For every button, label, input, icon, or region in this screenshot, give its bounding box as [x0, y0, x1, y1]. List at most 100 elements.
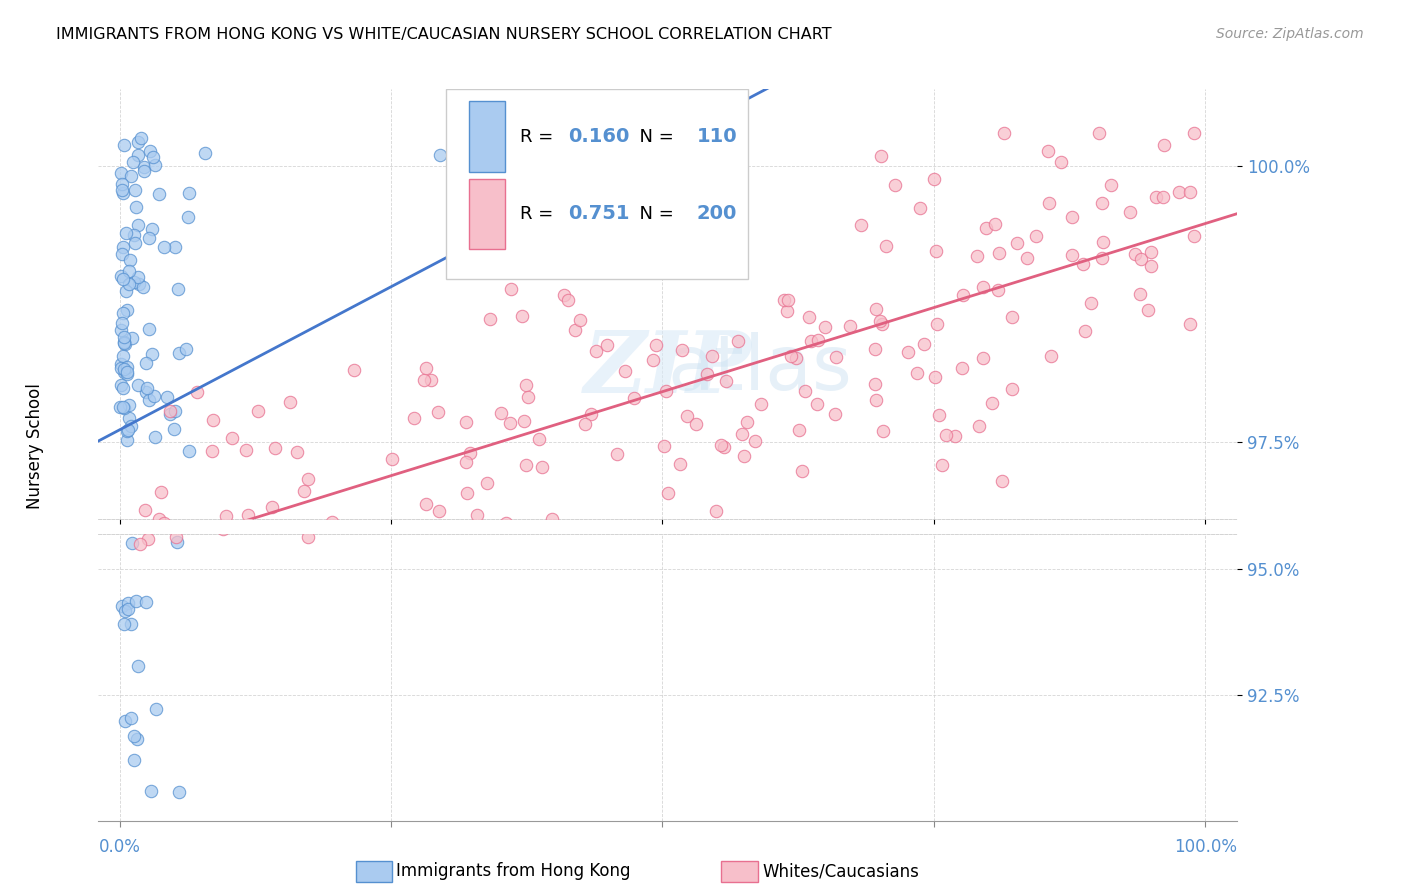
Point [685, 417, 707, 431]
Point [138, 534, 160, 549]
Point [731, 433, 754, 447]
Point [135, 413, 157, 427]
Point [806, 418, 828, 433]
Point [1099, 178, 1122, 193]
Point [412, 408, 434, 422]
Point [115, 433, 138, 447]
Point [118, 364, 141, 378]
Point [427, 467, 450, 482]
Point [166, 652, 188, 666]
Point [118, 353, 141, 368]
Point [943, 429, 966, 443]
Point [124, 227, 146, 242]
Point [132, 164, 155, 178]
Point [515, 447, 537, 461]
Point [595, 337, 617, 351]
Point [1091, 327, 1114, 342]
Point [167, 785, 190, 799]
Point [704, 504, 727, 518]
Point [465, 469, 488, 483]
Point [645, 337, 668, 351]
Point [201, 412, 224, 426]
Point [118, 419, 141, 434]
Point [614, 364, 637, 378]
Point [163, 430, 186, 444]
Point [1080, 372, 1102, 386]
Point [807, 390, 830, 404]
Point [623, 391, 645, 405]
Point [110, 268, 132, 283]
Point [194, 597, 217, 611]
Point [208, 498, 231, 512]
Point [110, 361, 132, 376]
Point [727, 334, 749, 348]
Point [415, 497, 437, 511]
Point [972, 351, 994, 365]
Point [797, 310, 820, 324]
Point [157, 508, 180, 523]
Point [125, 780, 148, 795]
Point [138, 343, 160, 358]
Point [499, 416, 522, 430]
Point [974, 338, 997, 352]
Point [489, 406, 512, 420]
Text: 200: 200 [696, 204, 737, 224]
Point [174, 343, 197, 357]
Point [710, 438, 733, 452]
Point [779, 397, 801, 411]
Point [141, 396, 163, 410]
Point [984, 217, 1007, 231]
Point [118, 425, 141, 440]
Point [966, 351, 988, 365]
Text: atlas: atlas [668, 332, 852, 406]
Point [138, 417, 160, 431]
Point [297, 640, 319, 655]
Point [1015, 351, 1038, 366]
Point [664, 211, 686, 225]
Point [700, 350, 723, 364]
Point [574, 427, 596, 442]
Point [1015, 251, 1038, 265]
Point [972, 279, 994, 293]
Point [922, 316, 945, 330]
Point [111, 420, 134, 434]
Point [127, 337, 149, 351]
Point [806, 397, 828, 411]
Point [114, 330, 136, 344]
Point [1136, 376, 1159, 390]
Point [1071, 257, 1094, 271]
Point [115, 365, 138, 379]
Point [987, 245, 1010, 260]
Point [1140, 260, 1163, 274]
Point [910, 201, 932, 215]
Point [1049, 154, 1071, 169]
Point [125, 489, 148, 503]
Point [778, 371, 800, 385]
Point [1000, 379, 1022, 393]
Point [235, 443, 257, 458]
Point [167, 282, 190, 296]
Point [136, 381, 159, 395]
Point [153, 516, 176, 531]
Point [478, 380, 501, 394]
Point [118, 411, 141, 425]
Point [655, 384, 678, 398]
Point [1130, 252, 1153, 267]
Point [134, 467, 156, 482]
Point [159, 408, 181, 422]
Point [218, 510, 240, 524]
Point [569, 381, 592, 395]
Point [1125, 351, 1147, 365]
Point [623, 519, 645, 533]
Point [870, 305, 893, 319]
Point [1139, 244, 1161, 259]
Point [465, 508, 488, 523]
Point [800, 334, 823, 348]
Point [744, 434, 766, 448]
Point [124, 321, 146, 335]
Point [211, 546, 233, 560]
Point [935, 427, 957, 442]
Point [1092, 235, 1115, 249]
Point [585, 343, 607, 358]
Point [115, 404, 138, 418]
